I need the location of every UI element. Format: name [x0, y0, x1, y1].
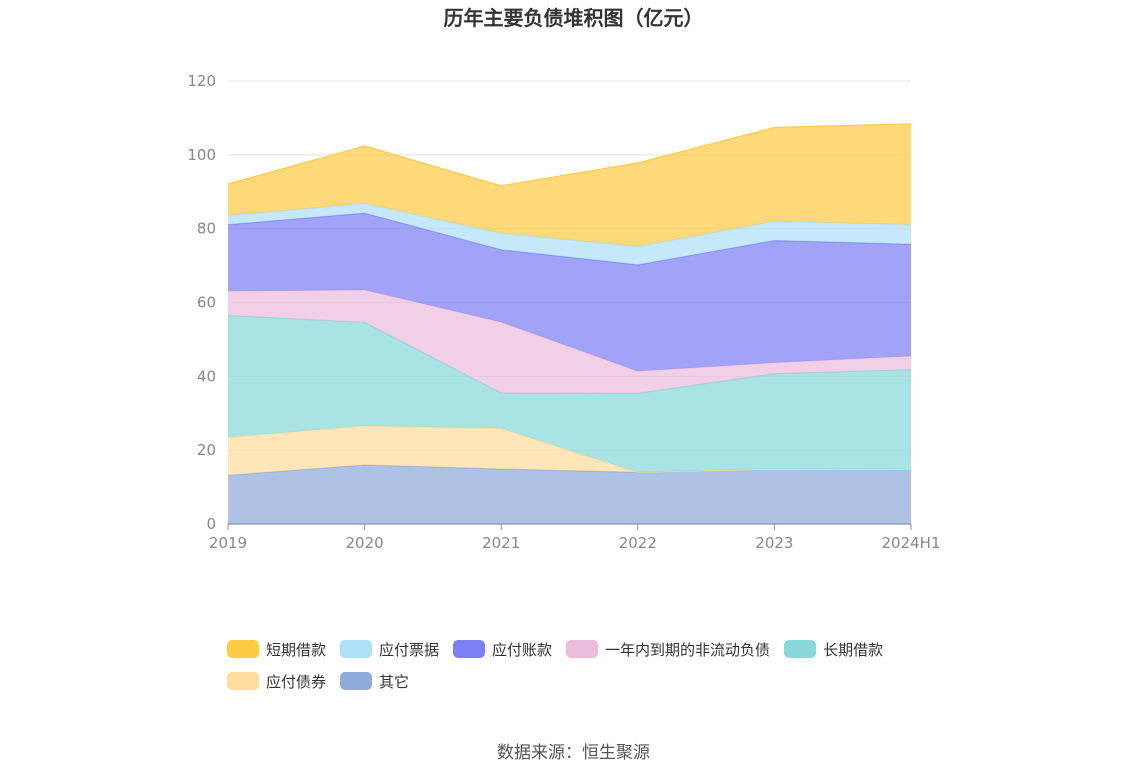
area-series-0 [228, 464, 911, 524]
legend-label: 应付账款 [492, 640, 553, 659]
data-source: 数据来源：恒生聚源 [497, 743, 650, 763]
x-tick-label: 2022 [619, 534, 657, 552]
y-tick-label: 120 [187, 72, 216, 90]
legend-label: 长期借款 [823, 640, 884, 659]
x-tick-label: 2019 [209, 534, 247, 552]
legend-swatch [566, 640, 599, 658]
legend-item[interactable]: 应付债券 [227, 670, 326, 692]
y-tick-label: 20 [197, 441, 216, 459]
area-series-6 [228, 123, 911, 247]
legend: 短期借款 应付票据 应付账款 一年内到期的非流动负债 长期借款应付债券 其它 [227, 638, 947, 692]
legend-item[interactable]: 应付账款 [453, 638, 552, 660]
legend-swatch [227, 640, 259, 658]
area-series-4 [228, 213, 911, 372]
legend-label: 一年内到期的非流动负债 [605, 640, 771, 659]
legend-label: 短期借款 [266, 640, 327, 659]
legend-item[interactable]: 一年内到期的非流动负债 [566, 638, 770, 660]
y-tick-label: 40 [197, 367, 216, 385]
area-series [227, 123, 912, 524]
x-tick-label: 2023 [755, 534, 793, 552]
x-tick-label: 2021 [482, 534, 520, 552]
axes: 0 20 40 60 80 100 120 2019 2020 2021 2022 2023 2024H… [187, 72, 940, 552]
y-tick-label: 60 [197, 294, 216, 312]
area-series-5 [228, 203, 911, 265]
legend-swatch [453, 640, 486, 658]
legend-swatch [340, 640, 373, 658]
legend-label: 应付票据 [379, 640, 440, 659]
x-tick-label: 2024H1 [882, 534, 941, 552]
chart-title: 历年主要负债堆积图（亿元） [443, 6, 704, 30]
legend-swatch [340, 672, 373, 690]
series-line-6 [227, 123, 912, 187]
legend-item[interactable]: 应付票据 [340, 638, 439, 660]
area-series-3 [228, 289, 911, 394]
legend-item[interactable]: 其它 [340, 670, 409, 692]
x-tick-label: 2020 [346, 534, 384, 552]
y-tick-label: 0 [206, 515, 216, 533]
legend-label: 其它 [379, 672, 410, 691]
area-series-2 [228, 315, 911, 473]
y-tick-label: 80 [197, 220, 216, 238]
legend-swatch [784, 640, 817, 658]
legend-item[interactable]: 短期借款 [227, 638, 326, 660]
stacked-area-chart: 0 20 40 60 80 100 120 2019 2020 2021 2022 2023 2024H… [187, 72, 940, 552]
legend-swatch [227, 672, 259, 690]
y-tick-label: 100 [187, 146, 216, 164]
legend-label: 应付债券 [266, 672, 327, 691]
legend-item[interactable]: 长期借款 [784, 638, 883, 660]
